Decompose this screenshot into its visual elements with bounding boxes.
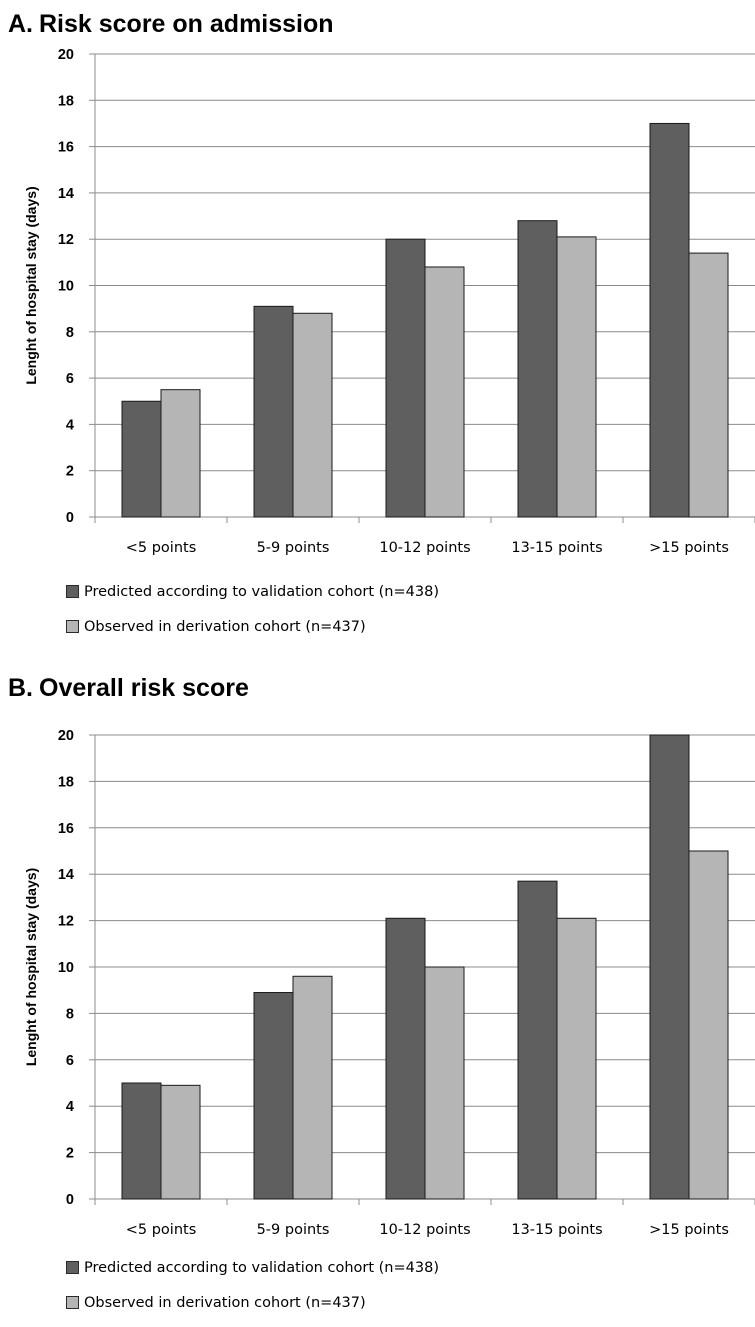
bar-observed [160,1084,201,1200]
y-tick-label: 2 [66,464,74,480]
x-tick-label: <5 points [126,1222,197,1238]
y-tick-label: 18 [58,774,74,790]
bar-observed [424,266,465,518]
x-tick-label: 10-12 points [379,1222,470,1238]
x-tick-label: 5-9 points [257,1222,330,1238]
legend-label: Predicted according to validation cohort… [84,584,439,600]
bar-observed [292,312,333,518]
bar-observed [556,917,597,1200]
legend-item-predicted: Predicted according to validation cohort… [66,1257,439,1279]
y-axis-label: Lenght of hospital stay (days) [23,868,39,1066]
chart-panel-a: A. Risk score on admission 0 2 4 6 8 10 12 14 16 1… [0,0,755,660]
bar-predicted [517,880,558,1200]
bar-chart: 0 2 4 6 8 10 12 14 16 18 20 <5 points 5-9 points 10-1… [23,728,755,1238]
bar-observed [688,252,729,518]
x-tick-label: >15 points [649,540,729,556]
bar-observed [424,966,465,1200]
legend: Predicted according to validation cohort… [66,581,439,651]
y-tick-label: 2 [66,1146,74,1162]
chart-panel-b: B. Overall risk score 0 2 4 6 8 10 12 14 16 18 20 <5… [0,660,755,1326]
bar-predicted [253,992,294,1200]
x-tick-label: 13-15 points [511,540,602,556]
legend-swatch [66,1295,79,1309]
legend-swatch [66,619,79,633]
chart-title: B. Overall risk score [8,674,249,703]
legend-item-observed: Observed in derivation cohort (n=437) [66,1292,439,1314]
y-tick-label: 4 [66,417,74,433]
y-tick-label: 20 [58,728,74,744]
y-tick-label: 0 [66,510,74,526]
bar-predicted [649,734,690,1200]
chart-title-text: Overall risk score [39,674,249,702]
x-tick-label: >15 points [649,1222,729,1238]
y-tick-label: 20 [58,47,74,63]
x-tick-label: 5-9 points [257,540,330,556]
y-tick-label: 16 [58,140,74,156]
y-tick-label: 16 [58,821,74,837]
legend-label: Observed in derivation cohort (n=437) [84,619,366,635]
bar-predicted [385,238,426,518]
y-tick-label: 12 [58,232,74,248]
chart-title: A. Risk score on admission [8,10,334,39]
bar-observed [688,850,729,1200]
legend-swatch [66,584,79,598]
y-tick-label: 14 [58,867,74,883]
y-tick-label: 18 [58,93,74,109]
legend-item-predicted: Predicted according to validation cohort… [66,581,439,603]
bar-chart: 0 2 4 6 8 10 12 14 16 18 20 <5 points 5-9 points 10-1… [23,47,755,556]
panel-letter: A. [8,10,33,38]
bar-predicted [385,917,426,1200]
y-axis-label: Lenght of hospital stay (days) [23,186,39,384]
legend-label: Predicted according to validation cohort… [84,1260,439,1276]
panel-letter: B. [8,674,33,702]
legend-label: Observed in derivation cohort (n=437) [84,1295,366,1311]
y-tick-label: 12 [58,914,74,930]
bar-observed [556,236,597,518]
bar-predicted [121,1082,162,1200]
legend: Predicted according to validation cohort… [66,1257,439,1327]
legend-item-observed: Observed in derivation cohort (n=437) [66,616,439,638]
y-tick-label: 0 [66,1192,74,1208]
bar-observed [292,975,333,1200]
bar-predicted [649,122,690,518]
x-tick-label: 10-12 points [379,540,470,556]
y-tick-label: 10 [58,279,74,295]
y-tick-label: 4 [66,1099,74,1115]
y-tick-label: 6 [66,371,74,387]
x-tick-label: 13-15 points [511,1222,602,1238]
x-tick-label: <5 points [126,540,197,556]
chart-title-text: Risk score on admission [39,10,334,38]
bar-predicted [253,305,294,518]
legend-swatch [66,1260,79,1274]
bar-predicted [121,400,162,518]
y-tick-label: 6 [66,1053,74,1069]
y-tick-label: 14 [58,186,74,202]
y-tick-label: 8 [66,1006,74,1022]
y-tick-label: 8 [66,325,74,341]
bar-observed [160,389,201,518]
y-tick-label: 10 [58,960,74,976]
bar-predicted [517,220,558,518]
